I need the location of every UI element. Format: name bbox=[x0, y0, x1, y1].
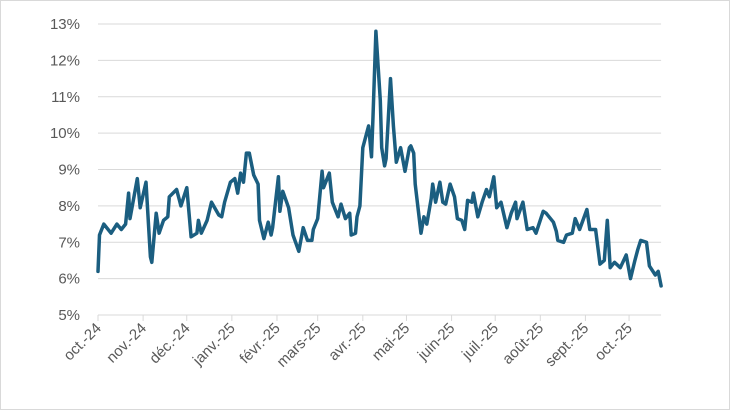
x-tick-label: mars-25 bbox=[274, 320, 325, 371]
y-tick-label: 12% bbox=[50, 52, 80, 69]
x-tick-label: juil.-25 bbox=[458, 320, 502, 364]
y-tick-label: 5% bbox=[58, 307, 80, 324]
x-tick-label: oct.-24 bbox=[60, 320, 104, 364]
y-axis-ticks: 5% 6% 7% 8% 9% 10% 11% 12% 13% bbox=[50, 16, 80, 324]
x-tick-label: oct.-25 bbox=[591, 320, 635, 364]
y-tick-label: 11% bbox=[51, 89, 80, 106]
x-tick-label: avr.-25 bbox=[325, 320, 369, 364]
x-tick-label: juin-25 bbox=[414, 320, 459, 365]
x-tick-label: août-25 bbox=[499, 320, 547, 368]
y-tick-label: 10% bbox=[50, 125, 80, 142]
y-tick-label: 13% bbox=[50, 16, 80, 33]
x-tick-label: janv.-25 bbox=[189, 320, 239, 370]
x-tick-label: mai-25 bbox=[369, 320, 413, 364]
gridlines bbox=[98, 23, 662, 280]
y-tick-label: 8% bbox=[58, 198, 80, 215]
series-line bbox=[96, 29, 663, 288]
x-tick-label: sept.-25 bbox=[542, 320, 592, 370]
x-tick-label: nov.-24 bbox=[103, 320, 150, 367]
x-axis: oct.-24nov.-24déc.-24janv.-25févr.-25mar… bbox=[60, 314, 662, 371]
x-tick-label: déc.-24 bbox=[146, 320, 193, 367]
series-layer bbox=[96, 29, 663, 288]
y-tick-label: 7% bbox=[58, 234, 80, 251]
y-tick-label: 6% bbox=[58, 271, 80, 288]
y-tick-label: 9% bbox=[58, 162, 80, 179]
